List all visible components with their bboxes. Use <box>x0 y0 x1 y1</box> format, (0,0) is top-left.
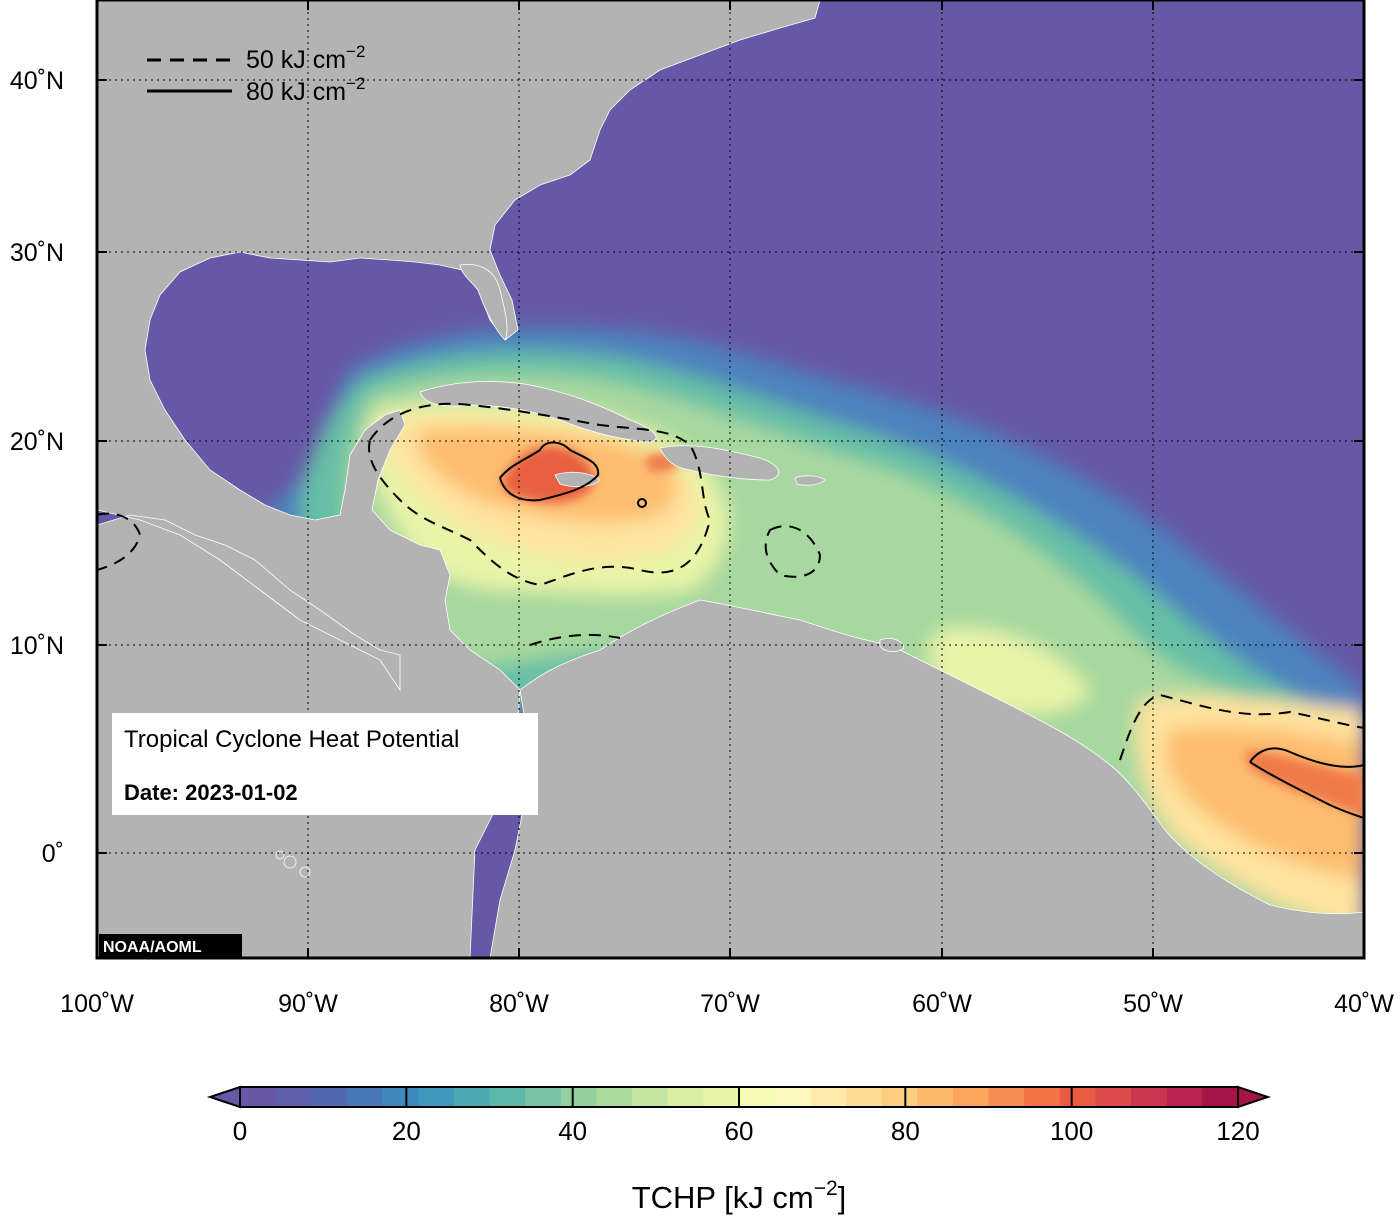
legend-solid-label: 80 kJ cm−2 <box>246 74 365 106</box>
land-galapagos-1 <box>283 855 297 869</box>
colorbar-swatch <box>489 1087 526 1107</box>
title-box-background <box>112 713 538 815</box>
colorbar-tick-label: 120 <box>1216 1116 1259 1146</box>
colorbar-swatch <box>739 1087 776 1107</box>
contour-50-venezuela <box>529 633 621 646</box>
colorbar-min-arrow <box>206 1085 241 1109</box>
colorbar-swatch <box>418 1087 455 1107</box>
colorbar-swatch <box>560 1087 598 1107</box>
lat-label: 30˚N <box>10 239 64 267</box>
colorbar-swatch <box>382 1087 419 1107</box>
credit-text: NOAA/AOML <box>103 939 202 956</box>
map-date: Date: 2023-01-02 <box>124 780 298 805</box>
contour-50-atlantic <box>1119 693 1364 761</box>
colorbar-swatch <box>1202 1087 1239 1107</box>
colorbar-swatch <box>346 1087 384 1107</box>
land-galapagos-2 <box>299 866 311 878</box>
lat-label: 10˚N <box>10 632 64 660</box>
colorbar-max-arrow <box>1237 1085 1272 1109</box>
lon-label: 90˚W <box>278 990 338 1018</box>
colorbar-tick-label: 60 <box>725 1116 754 1146</box>
title-box: Tropical Cyclone Heat Potential Date: 20… <box>112 713 538 815</box>
colorbar-swatch <box>1024 1087 1061 1107</box>
colorbar-swatch <box>311 1087 348 1107</box>
colorbar-swatch <box>1131 1087 1168 1107</box>
tchp-hotspots <box>502 446 1364 815</box>
colorbar-swatch <box>596 1087 633 1107</box>
contour-80-small <box>637 498 647 508</box>
colorbar-tick-label: 20 <box>392 1116 421 1146</box>
colorbar-swatch <box>703 1087 740 1107</box>
colorbar-swatch <box>845 1087 883 1107</box>
colorbar: 0 20 40 60 80 100 120 TCHP [kJ cm−2] <box>206 1085 1272 1215</box>
contour-50-isle <box>764 525 822 578</box>
colorbar-swatch <box>988 1087 1025 1107</box>
land-south-america <box>489 599 1364 958</box>
colorbar-swatch <box>917 1087 954 1107</box>
contour-50-caribbean <box>368 402 712 587</box>
lon-label: 70˚W <box>700 990 760 1018</box>
tick-marks <box>97 0 1364 958</box>
lon-label: 100˚W <box>60 990 134 1018</box>
lat-label: 40˚N <box>10 67 64 95</box>
lat-label: 20˚N <box>10 428 64 456</box>
lon-label: 50˚W <box>1123 990 1183 1018</box>
tchp-hotspot-atlantic <box>1245 750 1364 815</box>
colorbar-tick-label: 40 <box>558 1116 587 1146</box>
colorbar-swatch <box>667 1087 704 1107</box>
lon-label: 80˚W <box>489 990 549 1018</box>
lon-label: 40˚W <box>1334 990 1394 1018</box>
land-hispaniola <box>659 445 780 481</box>
colorbar-swatch <box>275 1087 312 1107</box>
contour-80-jamaica <box>498 441 600 502</box>
colorbar-swatch <box>952 1087 990 1107</box>
longitude-labels: 100˚W 90˚W 80˚W 70˚W 60˚W 50˚W 40˚W <box>60 990 1394 1018</box>
legend-dashed-label: 50 kJ cm−2 <box>246 42 365 74</box>
colorbar-swatch <box>240 1087 277 1107</box>
colorbar-swatch <box>1059 1087 1097 1107</box>
contour-80-atlantic <box>1249 747 1364 819</box>
colorbar-tick-label: 0 <box>233 1116 247 1146</box>
colorbar-tick-label: 100 <box>1050 1116 1093 1146</box>
colorbar-swatch <box>774 1087 811 1107</box>
colorbar-swatch <box>453 1087 491 1107</box>
contour-legend: 50 kJ cm−2 80 kJ cm−2 <box>147 42 365 106</box>
lon-label: 60˚W <box>912 990 972 1018</box>
land-cuba <box>419 381 657 443</box>
colorbar-swatch <box>525 1087 562 1107</box>
colorbar-swatch <box>1095 1087 1132 1107</box>
tchp-hotspot-jamaica <box>502 446 594 503</box>
credit-badge: NOAA/AOML <box>99 934 242 957</box>
colorbar-ticks: 0 20 40 60 80 100 120 <box>233 1087 1260 1146</box>
lat-label: 0˚ <box>42 840 64 868</box>
land-puerto-rico <box>794 475 826 486</box>
land-florida <box>459 263 508 341</box>
latitude-labels: 40˚N 30˚N 20˚N 10˚N 0˚ <box>10 67 64 868</box>
contours <box>97 402 1364 819</box>
colorbar-swatch <box>1166 1087 1203 1107</box>
colorbar-swatch <box>810 1087 847 1107</box>
map-title: Tropical Cyclone Heat Potential <box>124 726 459 753</box>
credit-background <box>99 934 242 957</box>
colorbar-tick-label: 80 <box>891 1116 920 1146</box>
land-trinidad <box>879 638 905 652</box>
land-galapagos-3 <box>275 850 285 860</box>
colorbar-swatch <box>632 1087 669 1107</box>
colorbar-swatches <box>240 1087 1239 1107</box>
colorbar-swatch <box>881 1087 918 1107</box>
colorbar-title: TCHP [kJ cm−2] <box>632 1177 847 1215</box>
